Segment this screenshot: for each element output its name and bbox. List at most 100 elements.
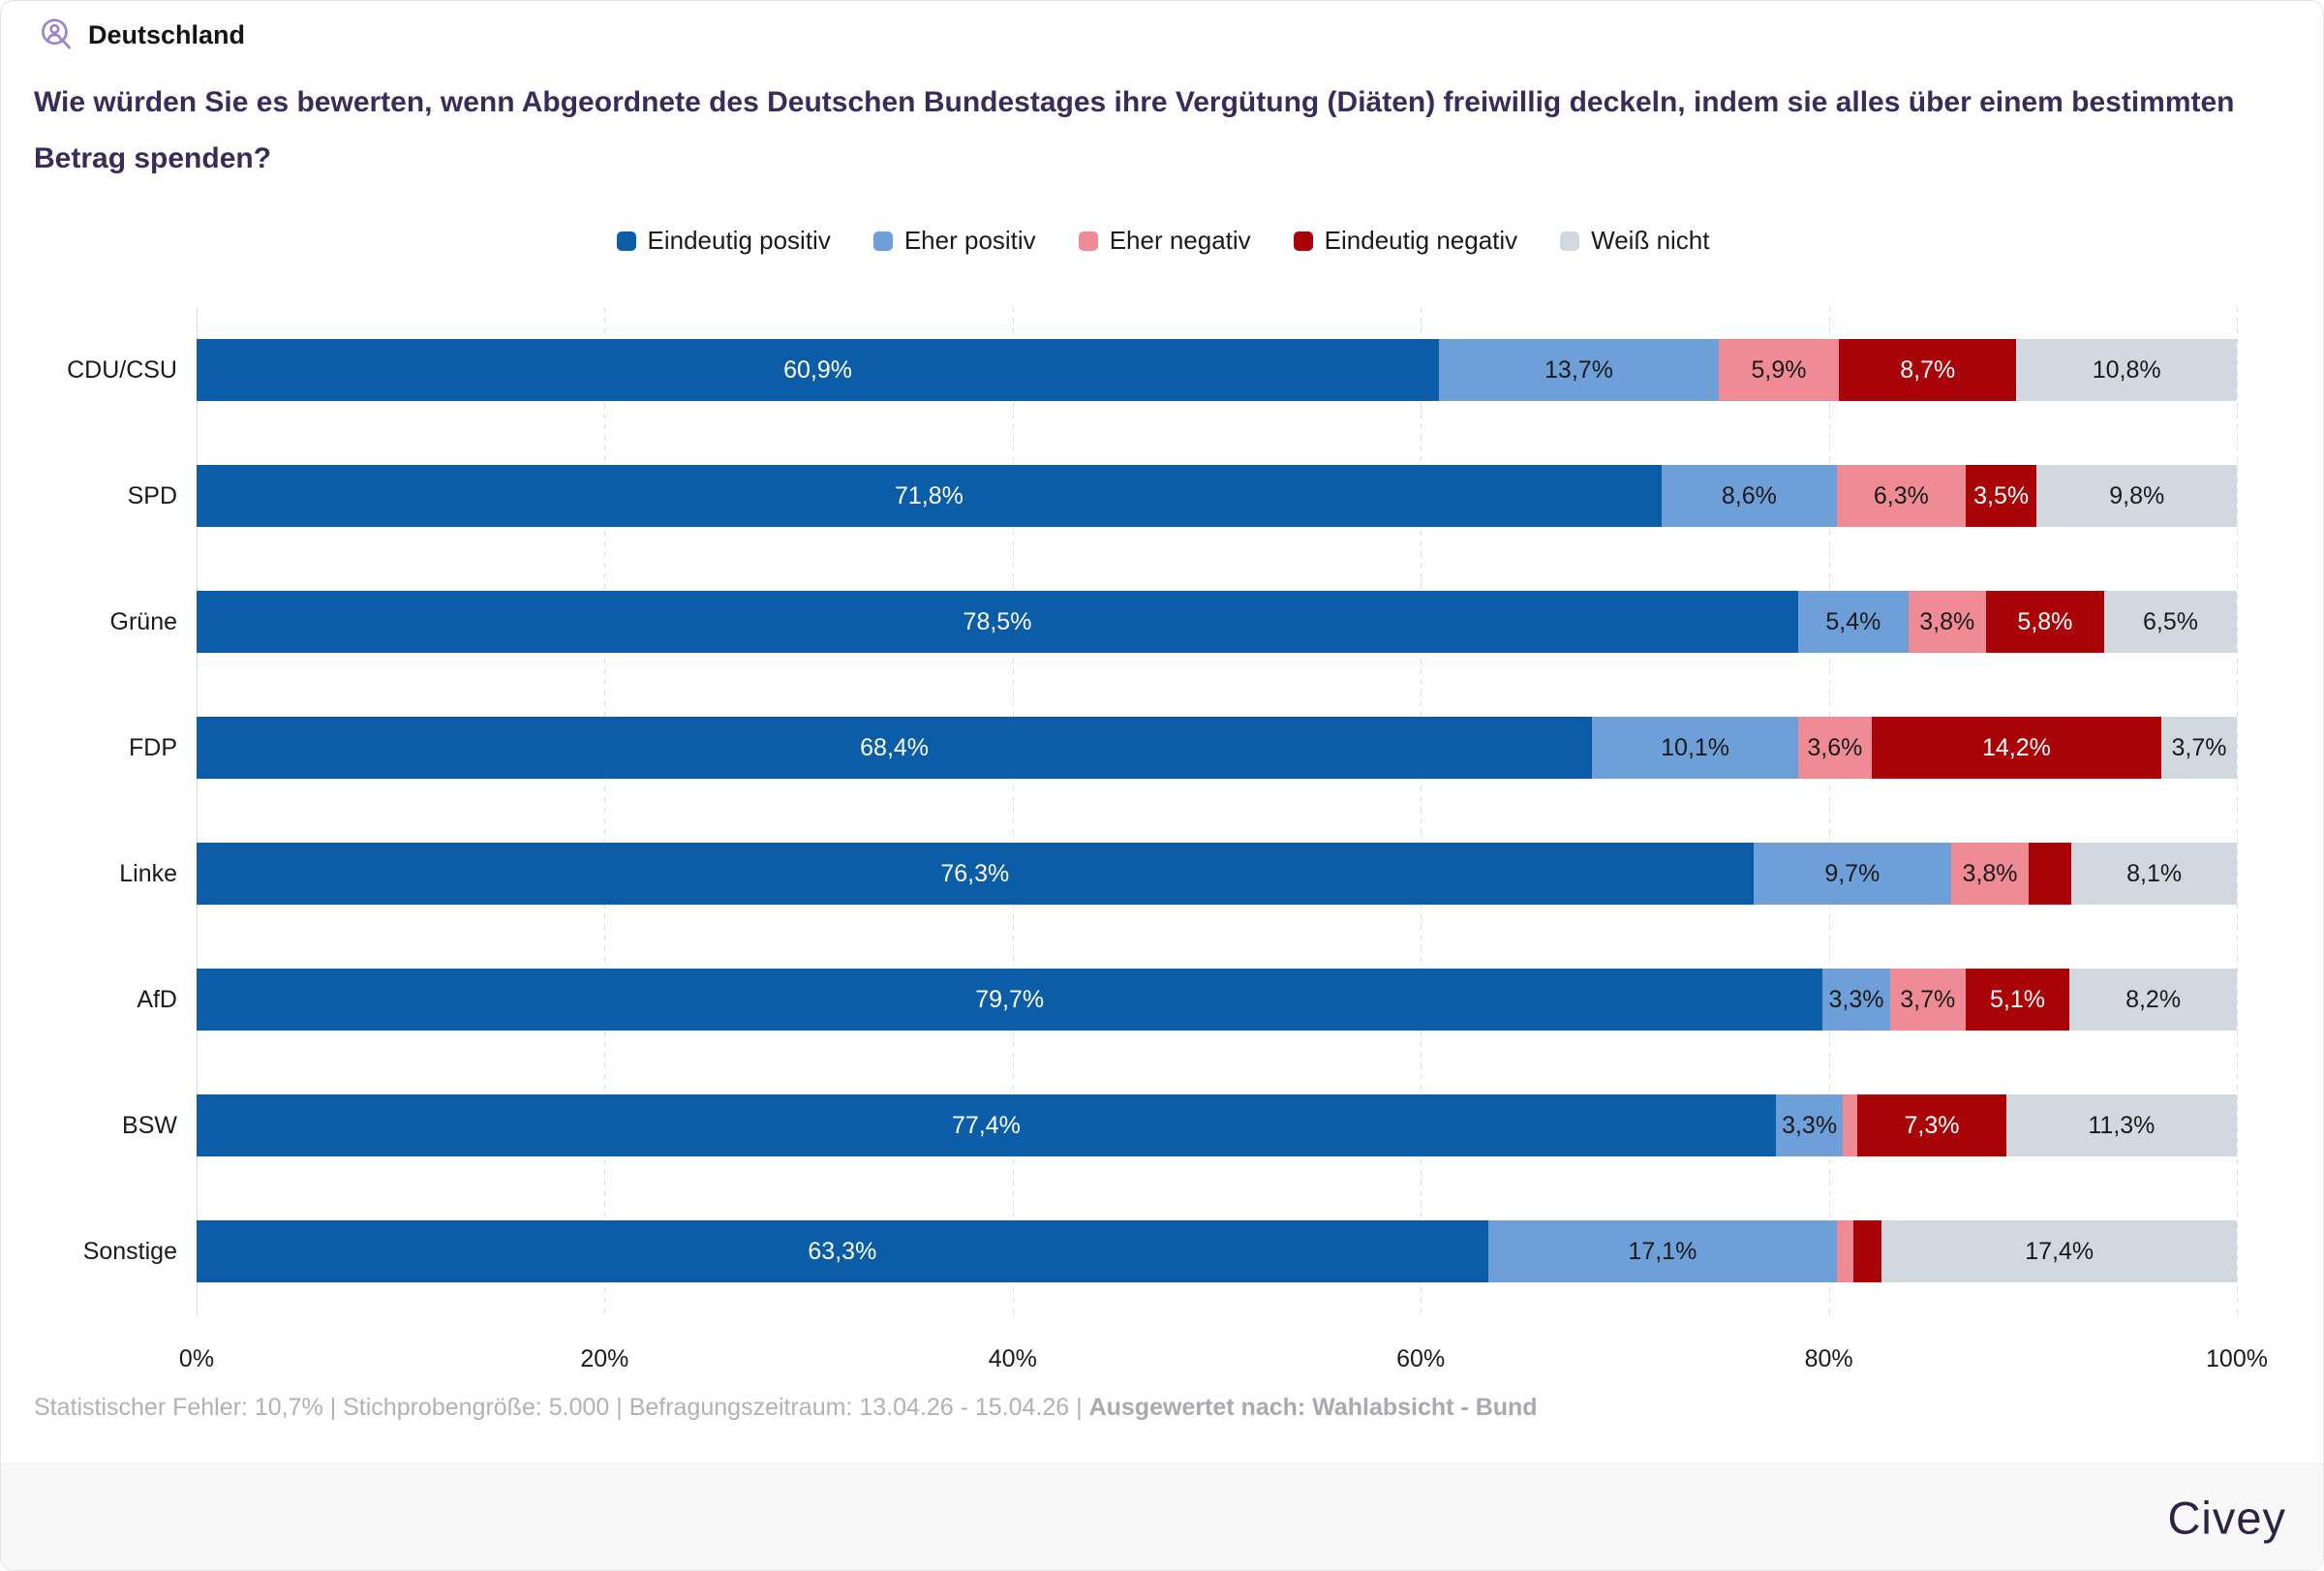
civey-logo[interactable]: Civey (2167, 1492, 2286, 1543)
bar-segment-label: 17,1% (1628, 1237, 1697, 1265)
bar-segment: 7,3% (1857, 1094, 2006, 1156)
legend-label: Eher positiv (903, 226, 1036, 255)
bar-segment-label: 8,6% (1721, 481, 1777, 509)
bar-segment: 5,4% (1797, 591, 1909, 653)
chart-title: Wie würden Sie es bewerten, wenn Abgeord… (34, 86, 2235, 174)
bar-row: 79,7% 3,3% 3,7% 5,1% 8,2% (197, 969, 2237, 1031)
bar-segment: 17,1% (1487, 1220, 1838, 1282)
gridline (1828, 307, 1830, 1314)
bar-segment: 79,7% (197, 969, 1823, 1031)
bar-segment: 60,9% (197, 339, 1440, 401)
legend-item: Eindeutig positiv (616, 226, 831, 256)
y-axis-label: AfD (137, 986, 177, 1013)
x-axis-tick-label: 0% (178, 1345, 215, 1372)
gridline (1012, 307, 1014, 1314)
bar-segment (1837, 1220, 1853, 1282)
bar-row: 78,5% 5,4% 3,8% 5,8% 6,5% (197, 591, 2237, 653)
bar-segment: 3,3% (1775, 1094, 1844, 1156)
gridline (197, 307, 198, 1314)
bar-segment: 6,5% (2104, 591, 2237, 653)
bar-segment-label: 78,5% (963, 607, 1032, 635)
bar-segment: 3,8% (1908, 591, 1986, 653)
bar-segment-label: 7,3% (1904, 1111, 1960, 1139)
footnote: Statistischer Fehler: 10,7% | Stichprobe… (34, 1394, 1538, 1422)
bar-segment-label: 71,8% (894, 481, 963, 509)
bar-segment: 9,8% (2036, 465, 2237, 527)
gridline (604, 307, 606, 1314)
legend-item: Weiß nicht (1560, 226, 1710, 256)
bar-segment-label: 9,7% (1824, 859, 1881, 887)
footnote-regular: Statistischer Fehler: 10,7% | Stichprobe… (34, 1394, 1089, 1421)
bar-segment-label: 3,7% (2171, 733, 2227, 761)
bar-segment: 11,3% (2005, 1094, 2237, 1156)
bar-segment-label: 14,2% (1981, 733, 2051, 761)
bar-segment: 3,7% (2161, 717, 2237, 779)
bar-segment (1852, 1220, 1882, 1282)
legend-item: Eindeutig negativ (1293, 226, 1517, 256)
x-axis-tick-label: 100% (2206, 1345, 2268, 1372)
bar-segment-label: 79,7% (975, 985, 1045, 1013)
x-axis-tick-label: 60% (1396, 1345, 1446, 1372)
bar-segment-label: 5,8% (2017, 607, 2073, 635)
bar-segment: 3,7% (1889, 969, 1966, 1031)
legend-swatch (616, 231, 636, 251)
bar-segment-label: 17,4% (2025, 1237, 2095, 1265)
footnote-bold: Ausgewertet nach: Wahlabsicht - Bund (1088, 1394, 1538, 1421)
bar-segment: 17,4% (1881, 1220, 2237, 1282)
bar-segment-label: 6,3% (1873, 481, 1929, 509)
bar-segment: 10,8% (2016, 339, 2237, 401)
bar-segment: 5,9% (1718, 339, 1840, 401)
bar-segment-label: 10,1% (1661, 733, 1730, 761)
y-axis-label: Linke (119, 860, 177, 887)
bar-segment-label: 8,7% (1900, 355, 1956, 384)
y-axis-label: Grüne (109, 608, 177, 635)
bar-segment-label: 9,8% (2109, 481, 2165, 509)
legend-swatch (1078, 231, 1098, 251)
bar-segment: 76,3% (197, 843, 1754, 905)
bar-segment-label: 5,1% (1989, 985, 2045, 1013)
legend-label: Eindeutig positiv (647, 226, 831, 255)
bar-segment: 78,5% (197, 591, 1798, 653)
legend: Eindeutig positiv Eher positiv Eher negati… (1, 226, 2323, 256)
bar-segment: 3,8% (1951, 843, 2030, 905)
bar-segment-label: 3,8% (1919, 607, 1975, 635)
bar-segment: 14,2% (1871, 717, 2162, 779)
legend-label: Weiß nicht (1591, 226, 1710, 255)
bar-segment: 3,6% (1797, 717, 1872, 779)
bar-segment-label: 68,4% (860, 733, 930, 761)
bar-segment: 9,7% (1753, 843, 1952, 905)
bar-segment-label: 3,8% (1962, 859, 2018, 887)
bar-row: 60,9% 13,7% 5,9% 8,7% 10,8% (197, 339, 2237, 401)
x-axis-tick-label: 40% (988, 1345, 1037, 1372)
bar-segment: 3,5% (1965, 465, 2037, 527)
y-axis-label: CDU/CSU (67, 356, 177, 384)
bar-segment: 8,7% (1839, 339, 2017, 401)
legend-label: Eher negativ (1109, 226, 1251, 255)
bar-row: 63,3% 17,1% 17,4% (197, 1220, 2237, 1282)
bar-segment-label: 11,3% (2088, 1111, 2156, 1139)
bar-segment-label: 3,3% (1782, 1111, 1838, 1139)
bar-row: 76,3% 9,7% 3,8% 8,1% (197, 843, 2237, 905)
y-axis-label: FDP (129, 734, 177, 761)
bar-segment-label: 3,6% (1807, 733, 1863, 761)
region-row: Deutschland (38, 16, 245, 53)
bar-segment-label: 5,9% (1751, 355, 1807, 384)
plot-area: 60,9% 13,7% 5,9% 8,7% 10,8% 71,8% 8,6% 6,3% 3,5%… (197, 307, 2238, 1314)
bar-segment: 8,2% (2069, 969, 2237, 1031)
y-axis-label: Sonstige (82, 1238, 177, 1265)
bar-segment-label: 3,3% (1828, 985, 1884, 1013)
bar-segment: 13,7% (1439, 339, 1719, 401)
bar-segment-label: 8,1% (2126, 859, 2183, 887)
gridline (2237, 307, 2238, 1314)
bar-segment-label: 5,4% (1825, 607, 1881, 635)
bar-segment: 8,6% (1661, 465, 1837, 527)
bar-segment: 3,3% (1822, 969, 1890, 1031)
bar-segment (2029, 843, 2072, 905)
person-search-icon (38, 16, 75, 53)
bar-row: 77,4% 3,3% 7,3% 11,3% (197, 1094, 2237, 1156)
gridline (1421, 307, 1422, 1314)
bar-segment-label: 8,2% (2125, 985, 2182, 1013)
legend-item: Eher positiv (872, 226, 1036, 256)
bar-row: 71,8% 8,6% 6,3% 3,5% 9,8% (197, 465, 2237, 527)
